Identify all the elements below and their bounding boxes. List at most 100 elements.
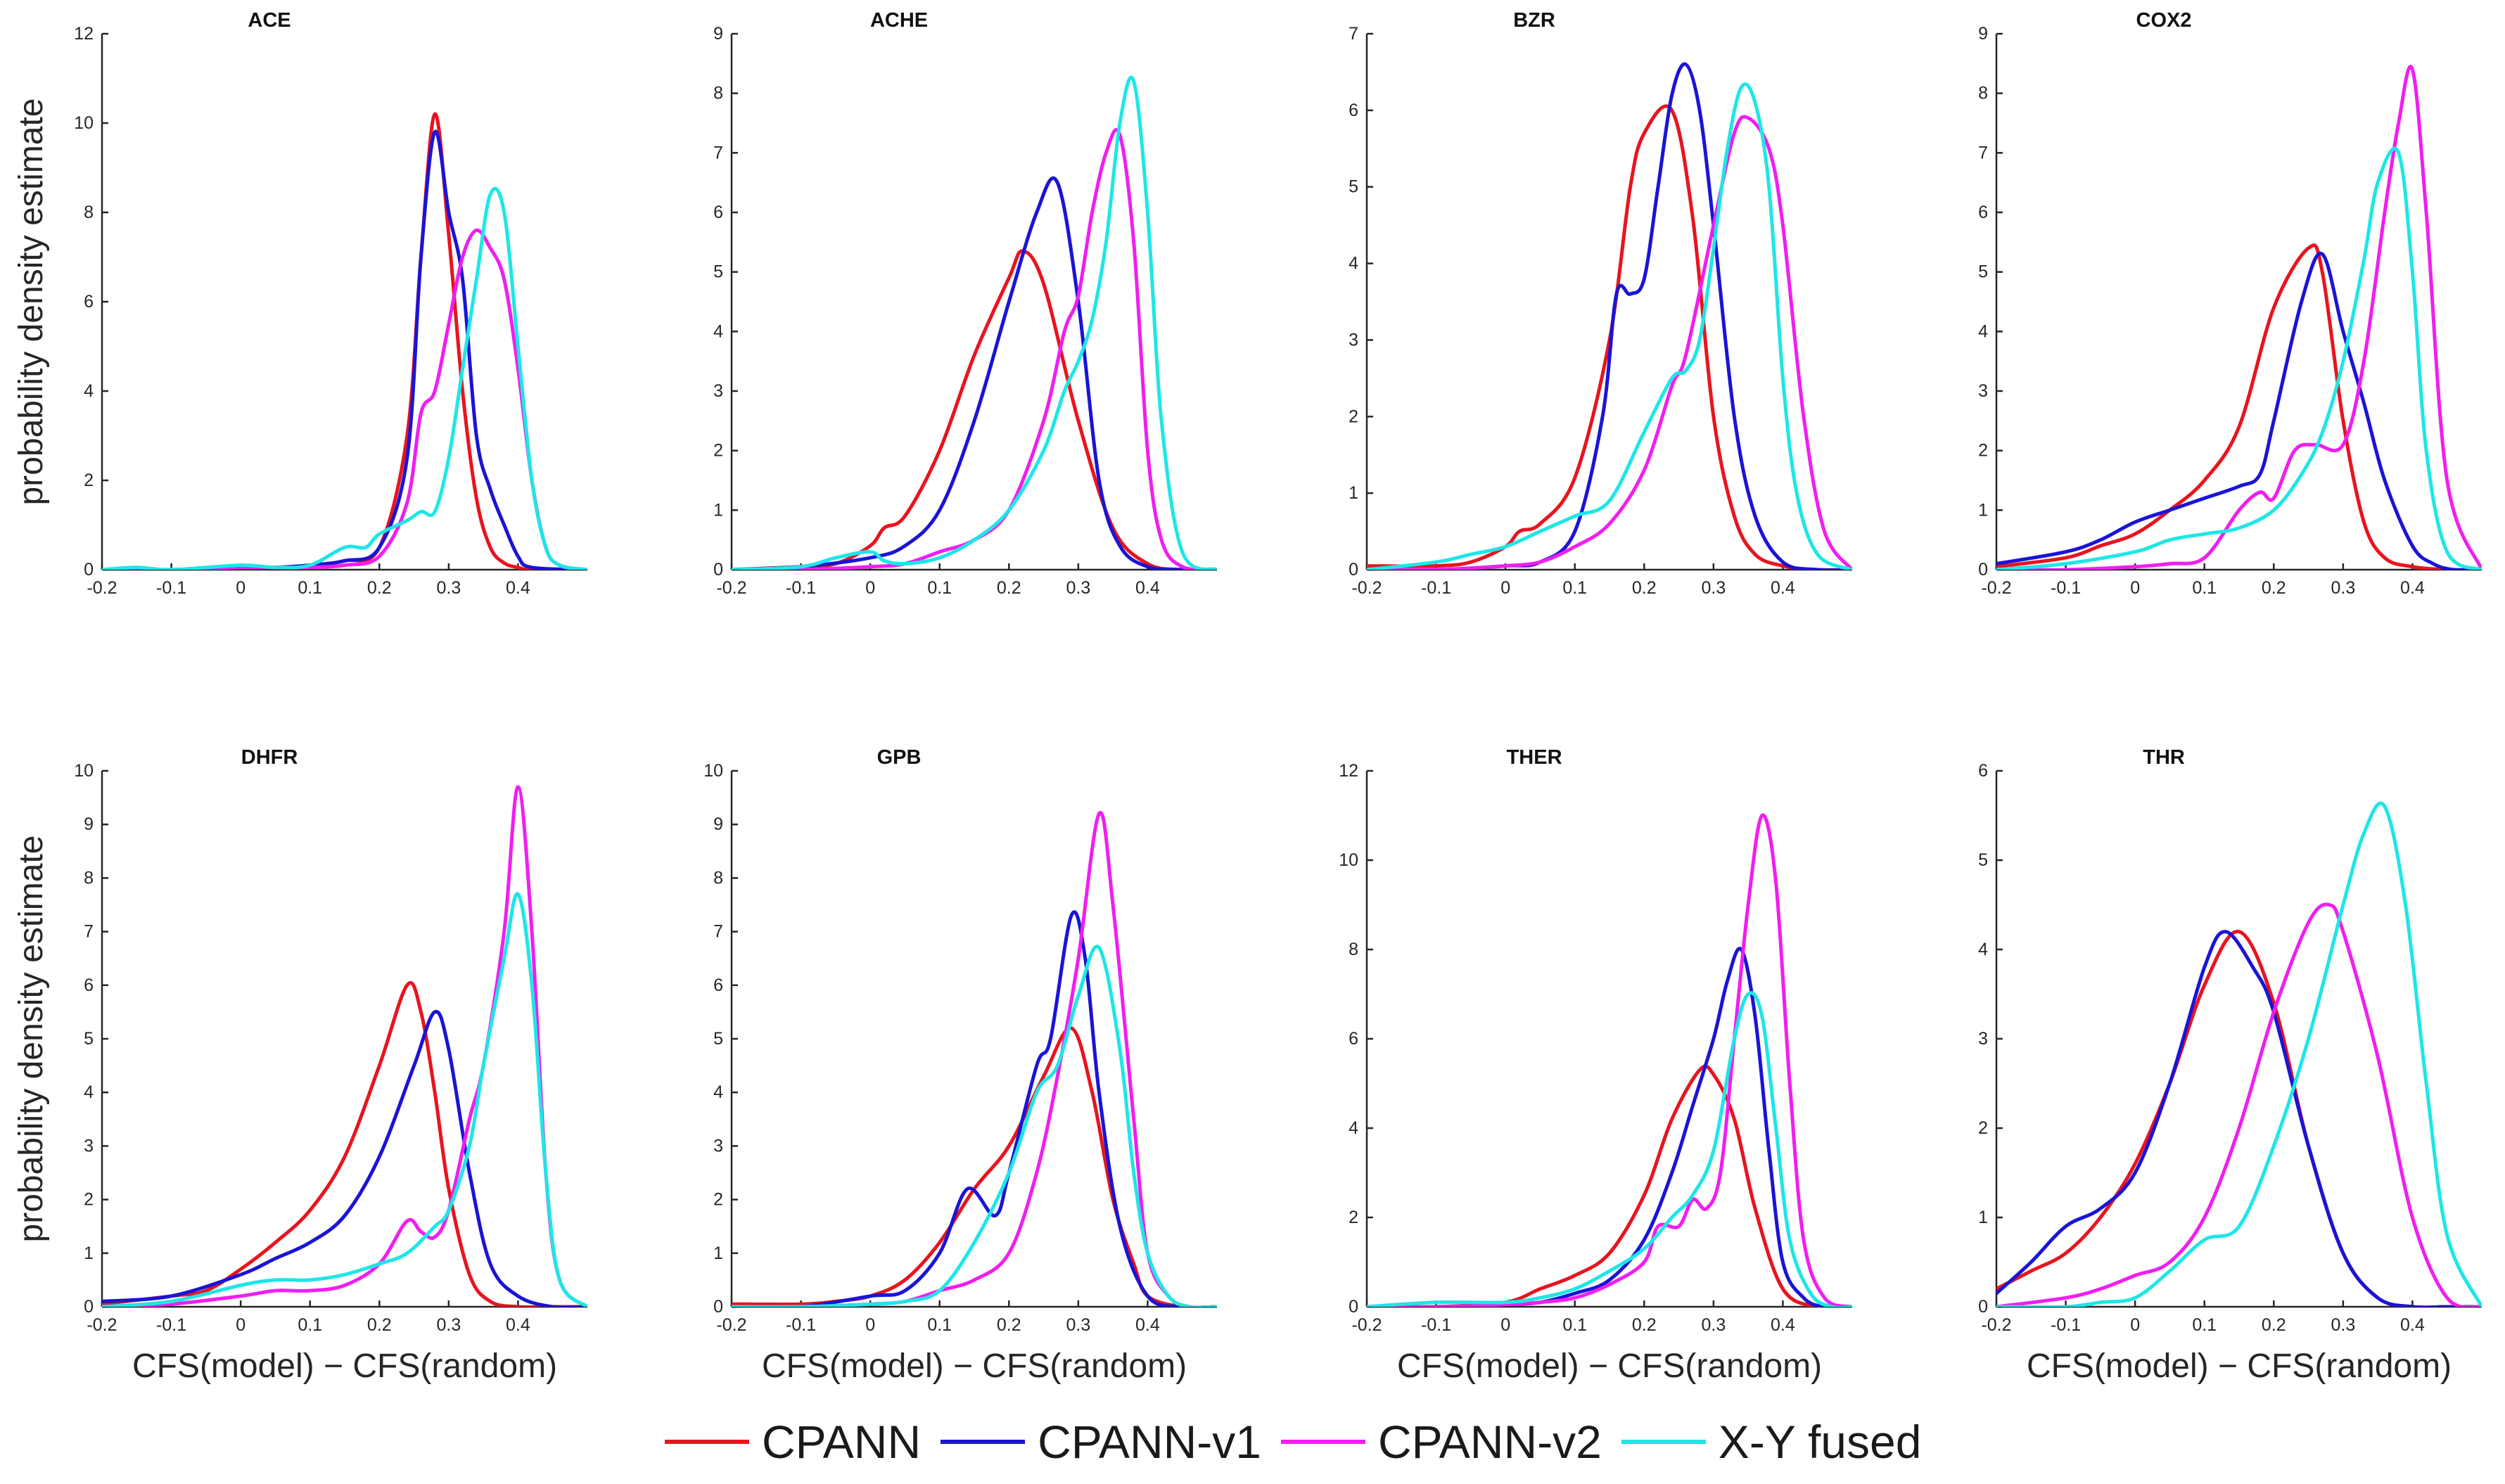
x-tick-label-ache: 0.1: [927, 578, 952, 598]
y-tick-label-ache: 6: [713, 203, 723, 222]
y-tick-label-cox2: 9: [1978, 24, 1988, 44]
series-group-bzr: [1367, 62, 1852, 570]
series-line-cpann-v1-dhfr: [102, 1009, 587, 1307]
legend-item-cpann-v1: CPANN-v1: [941, 1415, 1261, 1469]
series-line-x-y-fused-ace: [102, 186, 587, 570]
series-line-x-y-fused-ther: [1367, 991, 1852, 1307]
x-tick-label-cox2: -0.2: [1981, 578, 2011, 598]
series-line-x-y-fused-thr: [1996, 801, 2482, 1307]
x-tick-label-dhfr: 0.4: [506, 1315, 530, 1335]
x-tick-label-ache: -0.2: [716, 578, 746, 598]
y-tick-label-ace: 6: [84, 292, 94, 312]
y-tick-label-bzr: 1: [1349, 483, 1358, 503]
y-tick-label-ther: 0: [1349, 1297, 1358, 1317]
y-tick-label-cox2: 4: [1978, 321, 1988, 341]
series-line-cpann-v2-dhfr: [102, 785, 587, 1307]
x-tick-label-dhfr: -0.2: [87, 1315, 117, 1335]
y-tick-label-dhfr: 9: [84, 814, 94, 834]
y-tick-label-gpb: 0: [713, 1297, 723, 1317]
y-tick-label-ace: 10: [74, 113, 94, 133]
x-tick-label-cox2: 0.4: [2400, 578, 2425, 598]
x-tick-label-cox2: 0.2: [2262, 578, 2286, 598]
x-tick-label-cox2: 0.1: [2192, 578, 2217, 598]
x-tick-label-ace: 0.3: [436, 578, 461, 598]
series-line-cpann-ache: [732, 249, 1217, 570]
x-tick-label-ace: -0.2: [87, 578, 117, 598]
series-line-cpann-v2-ace: [102, 228, 587, 570]
y-axis-label-ace: probability density estimate: [13, 98, 50, 506]
chart-title-thr: THR: [2143, 746, 2185, 769]
y-tick-label-ache: 9: [713, 24, 723, 44]
y-tick-label-dhfr: 2: [84, 1190, 94, 1210]
x-tick-label-dhfr: -0.1: [156, 1315, 186, 1335]
y-tick-label-ther: 12: [1339, 761, 1358, 781]
y-tick-label-bzr: 7: [1349, 24, 1358, 44]
x-tick-label-ace: -0.1: [156, 578, 186, 598]
y-tick-label-ache: 4: [713, 321, 723, 341]
y-tick-label-ther: 2: [1349, 1208, 1358, 1227]
y-tick-label-gpb: 4: [713, 1082, 723, 1102]
x-tick-label-dhfr: 0: [236, 1315, 246, 1335]
legend: CPANN CPANN-v1 CPANN-v2 X-Y fused: [665, 1400, 1941, 1484]
x-tick-label-thr: -0.1: [2051, 1315, 2081, 1335]
y-tick-label-dhfr: 7: [84, 922, 94, 942]
x-tick-label-dhfr: 0.2: [367, 1315, 392, 1335]
series-line-cpann-gpb: [732, 1026, 1217, 1307]
x-tick-label-thr: 0: [2130, 1315, 2140, 1335]
legend-label-cpann-v2: CPANN-v2: [1377, 1416, 1602, 1468]
x-tick-label-bzr: 0: [1500, 578, 1510, 598]
y-tick-label-cox2: 3: [1978, 381, 1988, 401]
series-line-cpann-dhfr: [102, 981, 587, 1307]
x-tick-label-ache: 0.4: [1135, 578, 1160, 598]
x-axis-label-dhfr: CFS(model) − CFS(random): [132, 1348, 557, 1385]
y-tick-label-ther: 6: [1349, 1029, 1358, 1049]
series-line-x-y-fused-dhfr: [102, 892, 587, 1307]
y-tick-label-ther: 10: [1339, 850, 1358, 870]
y-tick-label-ace: 12: [74, 24, 94, 44]
x-tick-label-ther: 0.3: [1701, 1315, 1726, 1335]
x-tick-label-bzr: -0.2: [1351, 578, 1382, 598]
y-tick-label-ther: 8: [1349, 940, 1358, 959]
series-group-gpb: [732, 810, 1217, 1307]
y-tick-label-cox2: 1: [1978, 500, 1988, 520]
x-tick-label-bzr: 0.4: [1771, 578, 1795, 598]
y-tick-label-bzr: 3: [1349, 330, 1358, 350]
series-line-cpann-bzr: [1367, 104, 1852, 570]
y-tick-label-ache: 0: [713, 560, 723, 580]
y-tick-label-dhfr: 1: [84, 1243, 94, 1263]
y-tick-label-bzr: 6: [1349, 101, 1358, 120]
x-axis-label-ther: CFS(model) − CFS(random): [1397, 1348, 1822, 1385]
x-tick-label-gpb: 0.4: [1135, 1315, 1160, 1335]
legend-swatch-xy-fused: [1621, 1440, 1706, 1444]
x-tick-label-bzr: 0.3: [1701, 578, 1726, 598]
legend-swatch-cpann: [665, 1440, 749, 1444]
y-tick-label-thr: 5: [1978, 850, 1988, 870]
y-tick-label-dhfr: 3: [84, 1136, 94, 1156]
y-tick-label-ther: 4: [1349, 1118, 1358, 1138]
x-tick-label-bzr: 0.1: [1562, 578, 1587, 598]
x-tick-label-thr: 0.2: [2262, 1315, 2286, 1335]
series-line-cpann-thr: [1996, 930, 2482, 1307]
series-line-cpann-v1-gpb: [732, 910, 1217, 1307]
panel-ace: 0 2 4 6 8 10 12 -0.2 -0.1 0 0.1 0.2 0.3 0.4 ACE probabi…: [13, 9, 587, 598]
x-axis-label-thr: CFS(model) − CFS(random): [2027, 1348, 2452, 1385]
y-tick-label-ache: 5: [713, 262, 723, 282]
x-tick-label-ache: 0: [865, 578, 875, 598]
panel-bzr: 0 1 2 3 4 5 6 7 -0.2 -0.1 0 0.1 0.2 0.3 0.4 BZR: [1349, 9, 1852, 598]
x-tick-label-ther: 0.2: [1632, 1315, 1657, 1335]
legend-swatch-cpann-v2: [1280, 1440, 1365, 1444]
y-tick-label-gpb: 10: [703, 761, 723, 781]
series-line-x-y-fused-gpb: [732, 945, 1217, 1307]
x-tick-label-thr: 0.3: [2331, 1315, 2355, 1335]
y-tick-label-gpb: 3: [713, 1136, 723, 1156]
y-tick-label-dhfr: 4: [84, 1082, 94, 1102]
y-tick-label-dhfr: 0: [84, 1297, 94, 1317]
y-tick-label-thr: 1: [1978, 1208, 1988, 1227]
x-tick-label-cox2: -0.1: [2051, 578, 2081, 598]
y-tick-label-cox2: 2: [1978, 441, 1988, 461]
y-tick-label-bzr: 5: [1349, 177, 1358, 197]
y-tick-label-bzr: 0: [1349, 560, 1358, 580]
series-line-cpann-v2-ache: [732, 127, 1217, 570]
x-tick-label-ther: -0.2: [1351, 1315, 1382, 1335]
